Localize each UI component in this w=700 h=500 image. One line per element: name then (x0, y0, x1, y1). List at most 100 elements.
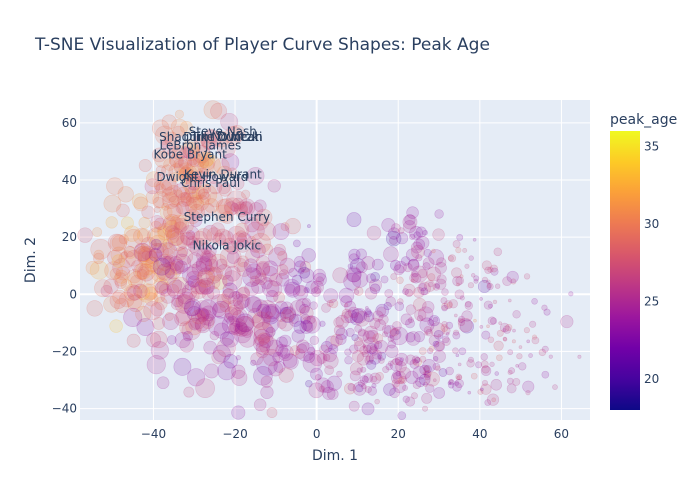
scatter-point (512, 377, 521, 386)
scatter-point (282, 306, 297, 320)
scatter-point (212, 300, 230, 319)
player-label: Stephen Curry (184, 210, 270, 224)
scatter-point (359, 345, 369, 355)
scatter-point (186, 264, 203, 281)
scatter-point (389, 327, 399, 337)
scatter-point (110, 246, 128, 264)
scatter-point (427, 281, 434, 288)
scatter-point (216, 293, 231, 308)
scatter-point (447, 381, 452, 385)
scatter-point (396, 232, 409, 245)
scatter-point (399, 375, 408, 384)
scatter-point (224, 126, 244, 145)
scatter-point (502, 325, 512, 334)
scatter-point (492, 299, 498, 305)
scatter-point (187, 275, 200, 288)
scatter-point (135, 262, 152, 280)
scatter-point (531, 298, 538, 305)
scatter-point (385, 344, 399, 358)
scatter-point (211, 349, 227, 365)
scatter-point (361, 383, 367, 390)
scatter-point (404, 288, 414, 298)
scatter-point (146, 355, 166, 375)
scatter-point (417, 268, 428, 279)
scatter-point (195, 255, 213, 273)
scatter-point (202, 251, 214, 263)
scatter-point (326, 388, 339, 400)
scatter-point (490, 379, 503, 391)
scatter-point (400, 256, 411, 266)
scatter-point (150, 215, 164, 229)
scatter-point (464, 300, 472, 308)
scatter-point (255, 345, 269, 359)
scatter-point (435, 278, 447, 290)
scatter-point (187, 306, 202, 321)
scatter-point (107, 249, 123, 266)
scatter-point (216, 139, 236, 159)
scatter-point (357, 379, 365, 387)
scatter-point (347, 306, 360, 318)
scatter-point (152, 196, 165, 209)
scatter-point (486, 393, 500, 406)
scatter-point (85, 261, 100, 275)
scatter-point (134, 245, 151, 263)
scatter-point (172, 253, 192, 273)
scatter-point (350, 308, 366, 323)
scatter-point (257, 221, 277, 241)
scatter-point (487, 336, 495, 343)
scatter-point (206, 227, 222, 243)
scatter-point (363, 336, 380, 353)
scatter-point (262, 348, 281, 367)
scatter-point (489, 361, 495, 367)
scatter-point (193, 300, 212, 318)
scatter-point (525, 390, 531, 396)
scatter-point (280, 222, 290, 232)
scatter-point (543, 308, 551, 316)
scatter-point (324, 365, 334, 375)
scatter-point (161, 202, 170, 211)
scatter-point (237, 255, 249, 268)
scatter-point (244, 296, 262, 313)
scatter-point (347, 383, 356, 392)
scatter-point (332, 267, 349, 284)
scatter-point (467, 282, 475, 289)
scatter-point (126, 293, 143, 310)
scatter-point (125, 285, 137, 297)
scatter-point (204, 245, 217, 258)
scatter-point (195, 228, 213, 245)
scatter-point (216, 165, 233, 182)
scatter-point (431, 248, 436, 254)
scatter-point (289, 314, 299, 324)
scatter-point (496, 354, 503, 362)
scatter-point (515, 363, 519, 368)
scatter-point (407, 258, 420, 270)
scatter-point (369, 372, 382, 385)
scatter-point (364, 325, 378, 340)
scatter-point (189, 290, 200, 302)
scatter-point (398, 227, 405, 234)
scatter-point (325, 335, 340, 350)
scatter-point (239, 201, 253, 216)
scatter-point (238, 198, 256, 216)
scatter-point (103, 296, 120, 313)
scatter-point (351, 307, 368, 324)
scatter-point (541, 370, 550, 379)
scatter-point (518, 362, 527, 371)
scatter-point (145, 171, 162, 188)
scatter-point (299, 320, 314, 334)
scatter-point (321, 303, 331, 313)
scatter-point (266, 407, 278, 419)
scatter-point (105, 216, 118, 229)
scatter-point (483, 300, 493, 310)
scatter-point (433, 387, 445, 399)
scatter-point (155, 179, 173, 197)
scatter-point (118, 291, 135, 308)
scatter-point (479, 324, 484, 329)
scatter-point (236, 294, 251, 308)
scatter-point (86, 300, 103, 317)
scatter-point (160, 255, 172, 268)
scatter-point (232, 310, 245, 323)
scatter-point (164, 268, 176, 279)
scatter-point (441, 288, 449, 296)
scatter-point (268, 361, 284, 377)
